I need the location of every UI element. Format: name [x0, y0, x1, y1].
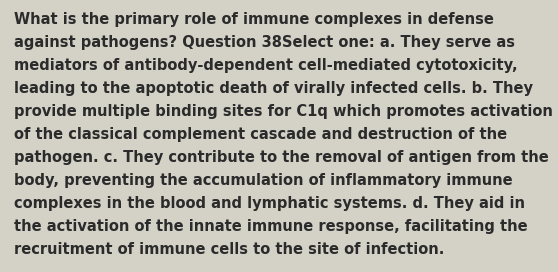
Text: recruitment of immune cells to the site of infection.: recruitment of immune cells to the site …: [14, 242, 444, 257]
Text: against pathogens? Question 38Select one: a. They serve as: against pathogens? Question 38Select one…: [14, 35, 515, 50]
Text: What is the primary role of immune complexes in defense: What is the primary role of immune compl…: [14, 12, 494, 27]
Text: mediators of antibody-dependent cell-mediated cytotoxicity,: mediators of antibody-dependent cell-med…: [14, 58, 518, 73]
Text: pathogen. c. They contribute to the removal of antigen from the: pathogen. c. They contribute to the remo…: [14, 150, 549, 165]
Text: the activation of the innate immune response, facilitating the: the activation of the innate immune resp…: [14, 219, 527, 234]
Text: complexes in the blood and lymphatic systems. d. They aid in: complexes in the blood and lymphatic sys…: [14, 196, 525, 211]
Text: provide multiple binding sites for C1q which promotes activation: provide multiple binding sites for C1q w…: [14, 104, 553, 119]
Text: body, preventing the accumulation of inflammatory immune: body, preventing the accumulation of inf…: [14, 173, 513, 188]
Text: of the classical complement cascade and destruction of the: of the classical complement cascade and …: [14, 127, 507, 142]
Text: leading to the apoptotic death of virally infected cells. b. They: leading to the apoptotic death of virall…: [14, 81, 533, 96]
